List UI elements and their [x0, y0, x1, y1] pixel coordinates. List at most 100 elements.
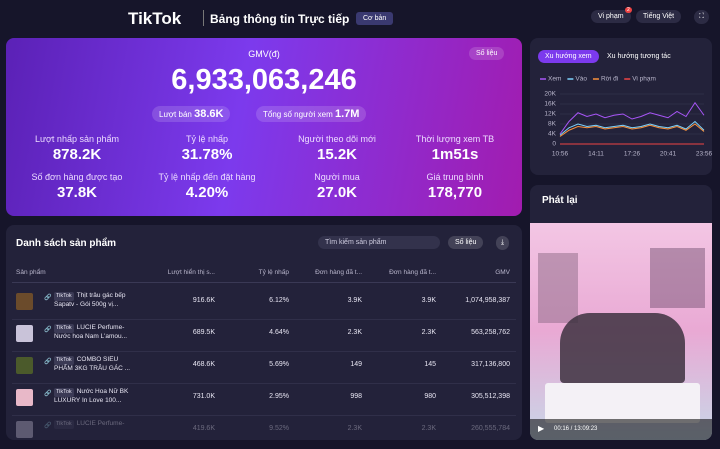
y-tick-label: 0: [552, 141, 556, 148]
product-tag: TikTok: [54, 292, 74, 301]
metric-label: Thời lượng xem TB: [415, 134, 495, 144]
cell: 317,136,800: [471, 361, 510, 368]
product-row: 🔗 TikTok Nước Hoa Nữ BK LUXURY In Love 100…: [6, 385, 522, 417]
search-box[interactable]: Tìm kiếm sản phẩm: [318, 236, 440, 249]
product-thumb: [16, 421, 33, 438]
row-rule: [12, 383, 516, 384]
cell: 5.69%: [269, 361, 289, 368]
product-row: 🔗 TikTok LUCIE Perfume- Nước hoa Nam L'amo…: [6, 321, 522, 353]
cell: 4.64%: [269, 329, 289, 336]
row-rule: [12, 319, 516, 320]
cell: 149: [350, 361, 362, 368]
cell: 563,258,762: [471, 329, 510, 336]
cell: 731.0K: [192, 393, 215, 400]
metric-label: Tỷ lệ nhấp đến đặt hàng: [158, 172, 256, 182]
divider: [203, 10, 204, 26]
legend-label: Vi phạm: [632, 76, 656, 83]
logo: TikTok: [128, 9, 182, 28]
product-thumb: [16, 357, 33, 374]
video-time: 00:16 / 13:09:23: [554, 426, 598, 432]
metric-value: 178,770: [427, 184, 483, 201]
metric-value: 27.0K: [316, 184, 358, 201]
metric-value: 4.20%: [185, 184, 229, 201]
cell: 1,074,958,387: [465, 297, 510, 304]
x-tick-label: 17:26: [624, 151, 641, 158]
cell: 3.9K: [421, 297, 436, 304]
product-name: TikTok LUCIE Perfume-: [54, 420, 138, 437]
metric-value: 37.8K: [56, 184, 98, 201]
link-icon: 🔗: [44, 391, 52, 397]
product-title[interactable]: Thịt trâu gác bếp Sapatv - Gói 500g vị..…: [54, 292, 126, 308]
product-tag: TikTok: [54, 388, 74, 397]
metrics-button[interactable]: Số liệu: [469, 47, 505, 60]
cell: 2.3K: [347, 425, 362, 432]
y-tick-label: 12K: [544, 111, 556, 118]
column-header: Sản phẩm: [16, 269, 46, 276]
viewers-label: Tổng số người xem: [263, 110, 333, 119]
product-title[interactable]: COMBO SIÊU PHẨM 3KG TRÂU GÁC ...: [54, 356, 131, 372]
mode-badge[interactable]: Cơ bản: [356, 12, 394, 25]
play-button[interactable]: ▶: [538, 424, 545, 433]
product-thumb: [16, 389, 33, 406]
metric-label: Người theo dõi mới: [298, 134, 376, 144]
trend-tab[interactable]: Xu hướng xem: [538, 50, 599, 63]
metric-label: Người mua: [314, 172, 360, 182]
column-header: Đơn hàng đã t...: [315, 269, 362, 276]
language-select[interactable]: Tiếng Việt: [636, 10, 682, 23]
fullscreen-button[interactable]: ⛶: [694, 10, 709, 24]
row-rule: [12, 351, 516, 352]
product-row: 🔗 TikTok Thịt trâu gác bếp Sapatv - Gói 50…: [6, 289, 522, 321]
y-tick-label: 20K: [544, 91, 556, 98]
cell: 2.3K: [347, 329, 362, 336]
player-panel: Phát lại ▶ 00:16 / 13:09:23: [530, 185, 712, 440]
metric-label: Tỷ lệ nhấp: [185, 134, 229, 144]
header-rule: [12, 282, 516, 283]
cell: 3.9K: [347, 297, 362, 304]
product-title[interactable]: LUCIE Perfume- Nước hoa Nam L'amou...: [54, 324, 128, 340]
link-icon: 🔗: [44, 423, 52, 429]
product-thumb: [16, 325, 33, 342]
metric-value: 878.2K: [52, 146, 102, 163]
x-tick-label: 23:56: [696, 151, 712, 158]
column-header: Lượt hiển thị s...: [167, 269, 215, 276]
shelf: [650, 248, 705, 308]
product-title[interactable]: LUCIE Perfume-: [76, 420, 125, 427]
y-tick-label: 4K: [548, 131, 557, 138]
table-metrics-button[interactable]: Số liệu: [448, 236, 484, 249]
product-tag: TikTok: [54, 420, 74, 429]
column-header: Tỷ lệ nhấp: [258, 269, 289, 276]
product-tag: TikTok: [54, 356, 74, 365]
legend-label: Xem: [548, 76, 561, 83]
video-frame: [530, 223, 712, 440]
cell: 980: [424, 393, 436, 400]
trend-chart: 0 4K 8K 12K 16K 20K 10:56 14:11 17:26 20:41 23:56 X…: [540, 76, 712, 158]
trend-panel: Xu hướng xem Xu hướng tương tác 0 4K 8K 12K…: [530, 38, 712, 175]
series-line: [559, 123, 705, 137]
table-desk: [545, 383, 700, 423]
page-title: Bảng thông tin Trực tiếp: [210, 12, 350, 26]
cell: 468.6K: [192, 361, 215, 368]
product-table: Danh sách sản phẩm Tìm kiếm sản phẩm Số …: [6, 225, 522, 440]
row-rule: [12, 415, 516, 416]
product-name: TikTok COMBO SIÊU PHẨM 3KG TRÂU GÁC ...: [54, 356, 138, 373]
shelf: [538, 253, 578, 323]
column-header: Đơn hàng đã t...: [389, 269, 436, 276]
metric-label: Số đơn hàng được tạo: [31, 172, 123, 182]
product-name: TikTok Nước Hoa Nữ BK LUXURY In Love 100.…: [54, 388, 138, 405]
gmv-label: GMV(đ): [248, 49, 280, 59]
sales-label: Lượt bán: [159, 110, 192, 119]
table-title: Danh sách sản phẩm: [16, 238, 117, 249]
trend-tab[interactable]: Xu hướng tương tác: [607, 53, 671, 60]
y-tick-label: 8K: [548, 121, 557, 128]
download-button[interactable]: ⤓: [496, 236, 510, 250]
viewers-value: 1.7M: [334, 108, 360, 120]
x-tick-label: 20:41: [660, 151, 677, 158]
legend-label: Vào: [575, 76, 587, 83]
violations-button[interactable]: Vi phạm: [591, 10, 631, 23]
column-header: GMV: [495, 269, 510, 276]
link-icon: 🔗: [44, 359, 52, 365]
viewers-chip: Tổng số người xem 1.7M: [256, 106, 367, 122]
summary-panel: GMV(đ) Số liệu 6,933,063,246 Lượt bán 38…: [6, 38, 522, 216]
product-title[interactable]: Nước Hoa Nữ BK LUXURY In Love 100...: [54, 388, 129, 404]
